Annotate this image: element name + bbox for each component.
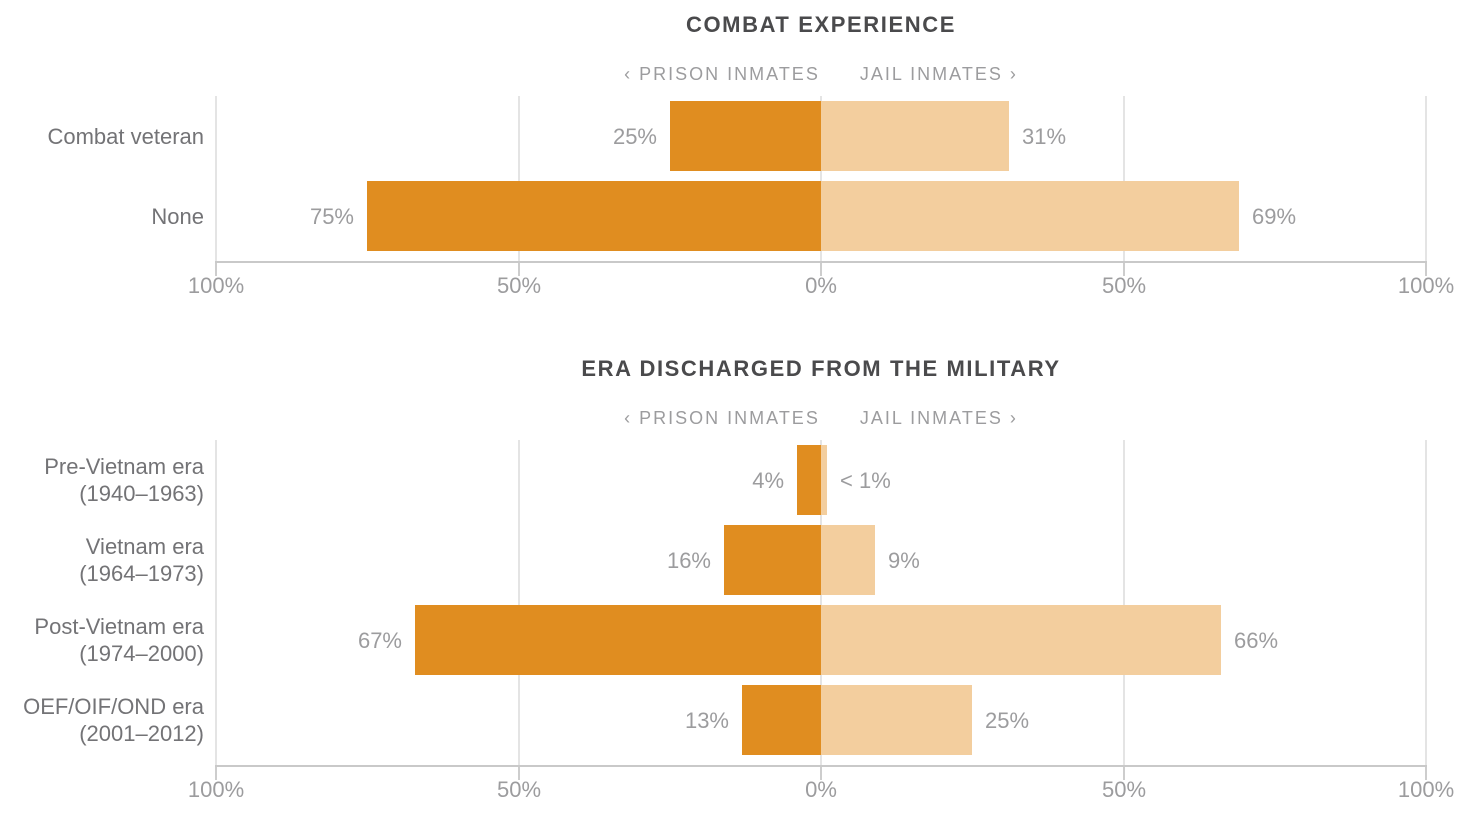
bar-segment-prison <box>367 181 821 251</box>
bar-segment-prison <box>415 605 821 675</box>
category-label: Combat veteran <box>47 123 204 149</box>
bar-segment-jail <box>821 181 1239 251</box>
value-label-jail: 25% <box>985 707 1030 733</box>
bar-segment-prison <box>724 525 821 595</box>
gridline <box>820 440 822 765</box>
value-label-prison: 75% <box>309 203 354 229</box>
bar-segment-prison <box>670 101 821 171</box>
category-label: Post-Vietnam era (1974–2000) <box>34 614 204 666</box>
bar-segment-jail <box>821 525 875 595</box>
gridline <box>1425 96 1427 261</box>
x-axis-tick <box>820 263 822 276</box>
value-label-jail: 9% <box>888 547 920 573</box>
legend-jail-inmates: JAIL INMATES › <box>859 64 1018 84</box>
x-axis-tick <box>820 767 822 780</box>
x-axis-tick <box>1123 767 1125 780</box>
x-axis-tick <box>215 767 217 780</box>
x-tick-label: 100% <box>187 273 245 298</box>
value-label-jail: 31% <box>1022 123 1067 149</box>
x-axis-tick <box>1123 263 1125 276</box>
gridline <box>215 96 217 261</box>
gridline <box>518 440 520 765</box>
legend-prison-inmates: ‹ PRISON INMATES <box>624 64 820 84</box>
x-axis-tick <box>1425 263 1427 276</box>
x-axis-line <box>215 765 1427 767</box>
gridline <box>820 96 822 261</box>
chart-legend: ‹ PRISON INMATES JAIL INMATES › <box>215 408 1427 429</box>
category-labels: Combat veteran None <box>0 96 204 261</box>
bar-segment-jail <box>821 605 1221 675</box>
category-label: Pre-Vietnam era (1940–1963) <box>44 454 204 506</box>
bar-segment-jail <box>821 445 827 515</box>
gridline <box>1123 96 1125 261</box>
bar-segment-prison <box>797 445 821 515</box>
chart-legend: ‹ PRISON INMATES JAIL INMATES › <box>215 64 1427 85</box>
x-axis-tick <box>215 263 217 276</box>
x-axis-tick <box>518 263 520 276</box>
gridline <box>1123 440 1125 765</box>
legend-prison-inmates: ‹ PRISON INMATES <box>624 408 820 428</box>
value-label-jail: 66% <box>1234 627 1279 653</box>
x-tick-label: 100% <box>1397 273 1455 298</box>
chart-title: COMBAT EXPERIENCE <box>685 12 957 37</box>
legend-jail-inmates: JAIL INMATES › <box>859 408 1018 428</box>
category-label: OEF/OIF/OND era (2001–2012) <box>23 694 204 746</box>
x-axis-line <box>215 261 1427 263</box>
category-label: Vietnam era (1964–1973) <box>79 534 204 586</box>
x-axis-tick <box>1425 767 1427 780</box>
x-tick-label: 0% <box>805 273 837 298</box>
bar-segment-jail <box>821 685 972 755</box>
bar-segment-prison <box>742 685 821 755</box>
value-label-prison: 25% <box>612 123 657 149</box>
x-tick-label: 50% <box>1101 777 1147 802</box>
chart-title: ERA DISCHARGED FROM THE MILITARY <box>581 356 1061 381</box>
x-tick-label: 50% <box>1101 273 1147 298</box>
value-label-prison: 67% <box>357 627 402 653</box>
gridline <box>1425 440 1427 765</box>
gridline <box>215 440 217 765</box>
value-label-jail: 69% <box>1252 203 1297 229</box>
value-label-prison: 4% <box>752 467 784 493</box>
value-label-jail: < 1% <box>840 467 891 493</box>
value-label-prison: 16% <box>666 547 711 573</box>
x-tick-label: 50% <box>496 777 542 802</box>
x-tick-label: 100% <box>187 777 245 802</box>
x-axis-tick <box>518 767 520 780</box>
category-labels: Pre-Vietnam era (1940–1963) Vietnam era (19… <box>0 440 204 765</box>
x-tick-label: 0% <box>805 777 837 802</box>
x-tick-label: 100% <box>1397 777 1455 802</box>
x-tick-label: 50% <box>496 273 542 298</box>
gridline <box>518 96 520 261</box>
plot-area: 25% 31% 75% 69% 100% 50% 0% 50% 100% <box>188 96 1454 301</box>
value-label-prison: 13% <box>684 707 729 733</box>
bar-segment-jail <box>821 101 1009 171</box>
plot-area: 4% < 1% 16% 9% 67% 66% 13% 25% 100% 50% 0% 50% 100% <box>188 440 1454 805</box>
category-label: None <box>151 203 204 229</box>
